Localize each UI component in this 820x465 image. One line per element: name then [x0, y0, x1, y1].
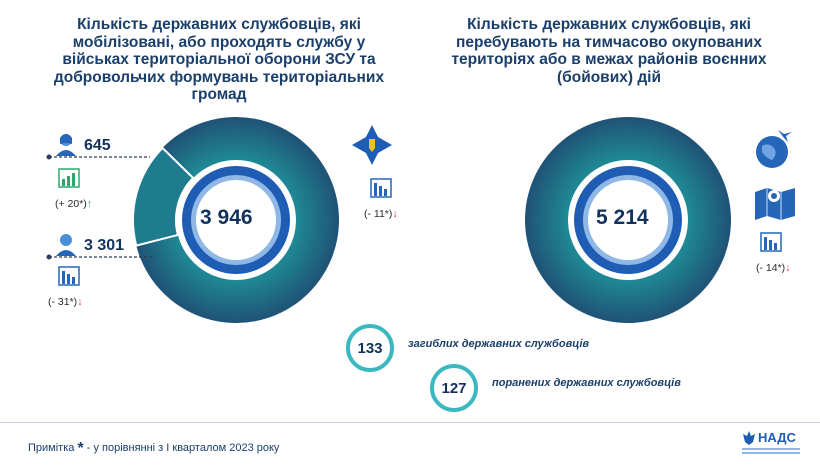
woman-icon — [56, 134, 76, 156]
killed-label: загиблих державних службовців — [408, 338, 590, 350]
trident-icon — [743, 431, 755, 445]
right-donut-center — [588, 180, 668, 260]
left-donut-center — [196, 180, 276, 260]
right-total-change: (- 14*)↓ — [756, 262, 791, 274]
men-leader-dot — [46, 254, 52, 260]
arrow-down-icon: ↓ — [785, 262, 791, 274]
chart-up-icon — [58, 168, 80, 188]
nads-logo: НАДС — [742, 430, 802, 458]
women-leader-dot — [46, 154, 52, 160]
globe-plane-icon — [756, 130, 792, 168]
right-donut-chart — [525, 117, 731, 323]
left-total-value: 3 946 — [200, 206, 253, 229]
footnote: Примітка * - у порівнянні з І кварталом … — [28, 440, 280, 457]
wounded-label: поранених державних службовців — [492, 377, 681, 389]
arrow-up-icon: ↑ — [86, 198, 93, 210]
right-total-value: 5 214 — [596, 206, 649, 229]
arrow-down-icon: ↓ — [77, 296, 83, 308]
men-change: (- 31*)↓ — [48, 296, 83, 308]
arrow-down-icon: ↓ — [392, 208, 398, 220]
men-count: 3 301 — [84, 237, 125, 254]
left-donut-chart — [132, 117, 339, 323]
footer-divider — [0, 422, 820, 423]
killed-count-badge: 133 — [346, 324, 394, 372]
chart-down-icon — [370, 178, 392, 198]
chart-down-icon — [760, 232, 782, 252]
women-change: (+ 20*)↑ — [55, 198, 93, 210]
left-chart-title: Кількість державних службовців, які мобі… — [53, 16, 385, 103]
chart-down-icon — [58, 266, 80, 286]
right-chart-title: Кількість державних службовців, які пере… — [451, 16, 767, 86]
military-cross-icon — [352, 125, 392, 165]
map-pin-icon — [755, 188, 795, 220]
wounded-count-badge: 127 — [430, 364, 478, 412]
left-total-change: (- 11*)↓ — [364, 208, 398, 220]
man-icon — [56, 234, 76, 256]
women-count: 645 — [84, 137, 111, 154]
